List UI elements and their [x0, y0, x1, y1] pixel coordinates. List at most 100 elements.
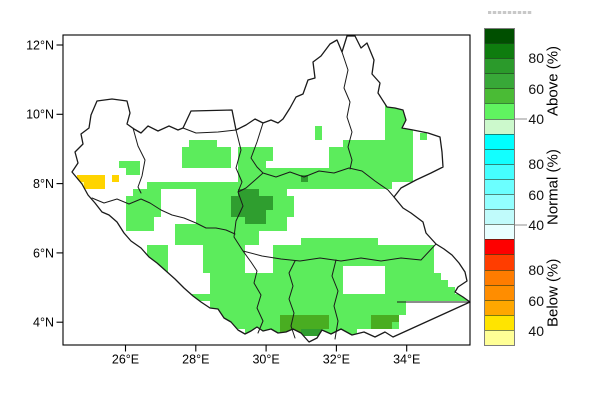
forecast-cell-run: [77, 175, 105, 182]
legend-band: [485, 209, 514, 225]
state-boundaries: [91, 51, 437, 340]
forecast-cell-run: [210, 308, 406, 315]
forecast-cell-run: [126, 217, 154, 224]
x-axis-tick-label: 26°E: [112, 353, 139, 367]
forecast-cell-run: [126, 196, 161, 203]
legend-band: [485, 224, 514, 240]
forecast-cell-run: [385, 119, 413, 126]
forecast-cell-run: [175, 224, 287, 231]
forecast-cell-run: [119, 161, 140, 168]
legend-band: [485, 133, 514, 149]
forecast-cell-run: [385, 287, 455, 294]
y-axis-tick-label: 6°N: [33, 246, 54, 260]
forecast-cell-run: [385, 273, 441, 280]
forecast-cell-run: [301, 238, 378, 245]
legend-fine-print: [488, 11, 532, 14]
forecast-cell-run: [217, 315, 280, 322]
legend-tick-label: 40: [528, 216, 544, 233]
forecast-cell-run: [196, 210, 231, 217]
y-axis-tick-label: 4°N: [33, 316, 54, 330]
y-axis-tick-label: 10°N: [26, 108, 54, 122]
forecast-cell-run: [238, 147, 273, 154]
forecast-cell-run: [238, 189, 259, 196]
legend-section-label: Below (%): [544, 258, 562, 328]
forecast-cell-run: [133, 189, 161, 196]
legend-band: [485, 178, 514, 195]
forecast-cell-run: [182, 161, 231, 168]
forecast-cell-run: [189, 140, 217, 147]
forecast-cell-run: [203, 252, 245, 259]
legend-band: [485, 329, 514, 345]
forecast-cell-run: [231, 210, 266, 217]
forecast-cell-run: [329, 322, 371, 329]
forecast-cell-run: [196, 189, 238, 196]
forecast-cell-run: [196, 217, 245, 224]
x-axis-tick-label: 32°E: [323, 353, 350, 367]
forecast-cell-run: [385, 126, 413, 133]
forecast-cell-run: [329, 154, 413, 161]
forecast-cell-run: [84, 182, 105, 189]
forecast-cell-run: [266, 210, 294, 217]
legend-section-label: Above (%): [544, 45, 562, 117]
forecast-cell-run: [273, 252, 434, 259]
forecast-cell-run: [126, 203, 161, 210]
legend-band: [485, 103, 514, 119]
forecast-cell-run: [343, 140, 413, 147]
legend-tick-label: 80: [528, 262, 544, 279]
axes: 26°E 28°E 30°E 32°E 34°E 12°N 10°N 8°N 6°N 4°N: [26, 38, 420, 366]
y-axis-tick-label: 12°N: [26, 38, 54, 52]
forecast-cell-run: [315, 126, 322, 133]
forecast-cell-run: [329, 147, 413, 154]
forecast-cell-run: [245, 217, 266, 224]
forecast-cell-run: [126, 224, 154, 231]
forecast-cell-run: [273, 245, 434, 252]
legend-band: [485, 58, 514, 74]
forecast-cell-run: [420, 133, 427, 140]
forecast-cell-run: [392, 322, 399, 329]
forecast-cell-run: [231, 196, 273, 203]
forecast-cell-run: [126, 210, 161, 217]
forecast-cell-run: [392, 91, 399, 98]
forecast-cell-run: [210, 280, 343, 287]
x-axis-tick-label: 34°E: [393, 353, 420, 367]
forecast-cell-run: [210, 273, 343, 280]
legend-colorbar: [484, 28, 515, 346]
legend-tick-label: 40: [528, 110, 544, 127]
forecast-cell-run: [168, 287, 175, 294]
forecast-cell-run: [329, 315, 371, 322]
forecast-cell-run: [147, 259, 168, 266]
probability-grid-cells: [77, 91, 469, 336]
forecast-cell-run: [280, 322, 329, 329]
forecast-cell-run: [385, 98, 413, 105]
forecast-cell-run: [182, 154, 231, 161]
forecast-cell-run: [196, 196, 231, 203]
y-axis-tick-label: 8°N: [33, 177, 54, 191]
forecast-cell-run: [210, 287, 343, 294]
forecast-cell-run: [273, 196, 294, 203]
forecast-cell-run: [203, 259, 245, 266]
forecast-cell-run: [273, 203, 294, 210]
forecast-cell-run: [175, 238, 259, 245]
forecast-cell-run: [231, 203, 273, 210]
forecast-cell-run: [308, 175, 413, 182]
forecast-cell-run: [273, 266, 343, 273]
forecast-cell-run: [182, 147, 231, 154]
x-axis-tick-label: 28°E: [182, 353, 209, 367]
legend-band: [485, 43, 514, 59]
forecast-cell-run: [315, 133, 322, 140]
legend-band: [485, 284, 514, 300]
legend-band: [485, 194, 514, 210]
forecast-cell-run: [238, 175, 301, 182]
legend-band: [485, 29, 514, 44]
forecast-cell-run: [266, 217, 287, 224]
forecast-cell-run: [238, 161, 266, 168]
legend-tick-label: 80: [528, 156, 544, 173]
legend-tick-label: 60: [528, 186, 544, 203]
forecast-cell-run: [147, 252, 168, 259]
legend-band: [485, 148, 514, 164]
forecast-cell-run: [203, 266, 245, 273]
legend-40-tick-mark: [515, 117, 527, 120]
country-outline: [71, 35, 471, 343]
forecast-cell-run: [210, 301, 406, 308]
